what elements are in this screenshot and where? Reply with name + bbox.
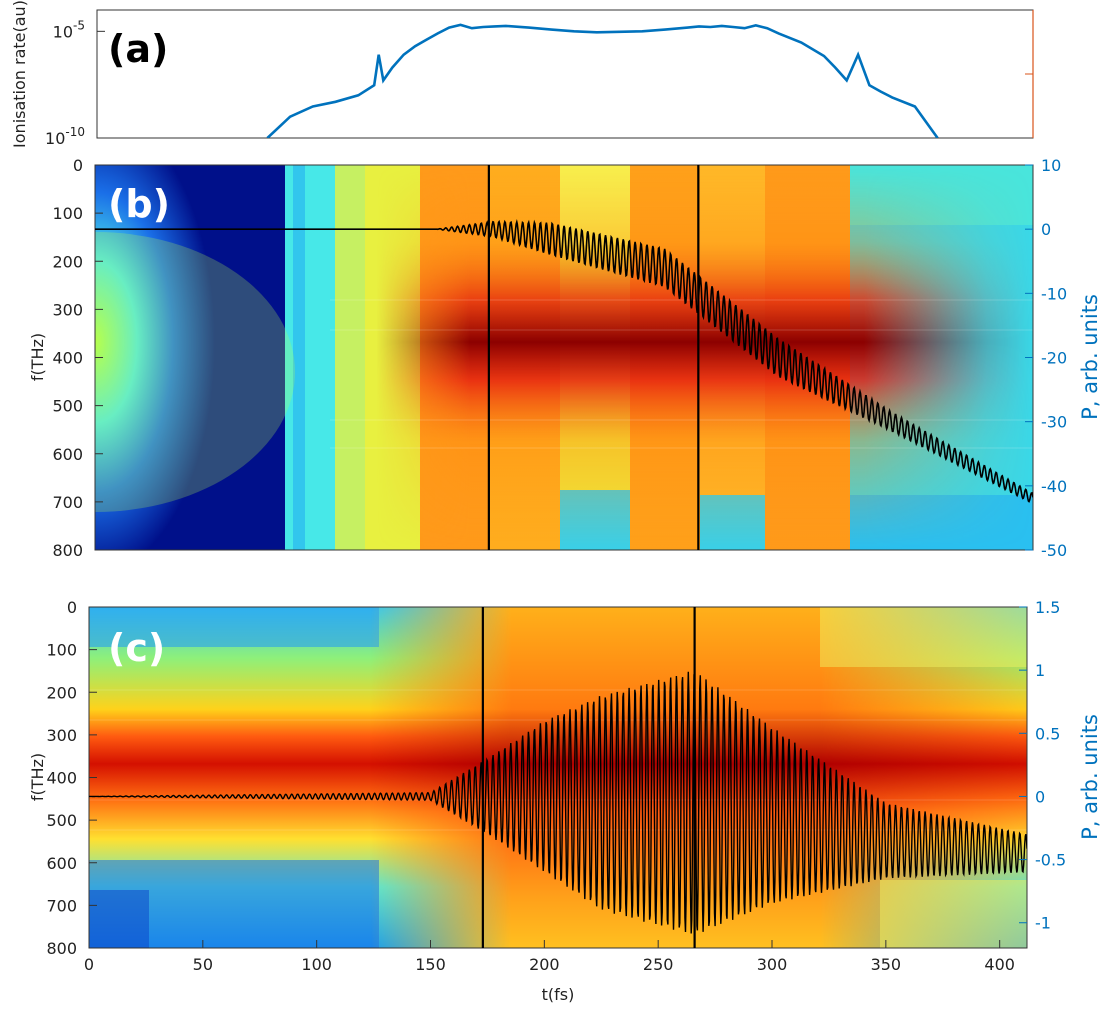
panel-b-left-tick-label: 400 xyxy=(52,349,83,368)
panel-c-xlabel: t(fs) xyxy=(542,985,575,1004)
panel-c-x-ticks: 0 50 100 150 200 250 300 350 400 xyxy=(84,940,1015,974)
panel-c-left-tick-label: 600 xyxy=(46,854,77,873)
panel-b-polarisation-line xyxy=(95,219,1033,503)
panel-b-left-tick-label: 700 xyxy=(52,493,83,512)
panel-b-left-tick-label: 300 xyxy=(52,300,83,319)
panel-b-ylabel: f(THz) xyxy=(28,333,47,381)
panel-b-right-tick-label: -30 xyxy=(1041,413,1067,432)
panel-c-right-tick-label: -0.5 xyxy=(1035,851,1066,870)
panel-c-xtick-label: 100 xyxy=(301,955,332,974)
panel-b-left-tick-label: 600 xyxy=(52,445,83,464)
panel-b-right-tick-label: 10 xyxy=(1041,156,1061,175)
panel-a-ytick-label: 10-10 xyxy=(45,125,85,148)
panel-b-right-tick-label: -40 xyxy=(1041,477,1067,496)
panel-c-left-tick-label: 0 xyxy=(67,598,77,617)
panel-a-ylabel: Ionisation rate(au) xyxy=(10,0,29,148)
panel-b-right-tick-label: -10 xyxy=(1041,284,1067,303)
panel-c-xtick-label: 400 xyxy=(984,955,1015,974)
panel-b-right-tick-label: 0 xyxy=(1041,220,1051,239)
panel-c-left-tick-label: 300 xyxy=(46,726,77,745)
panel-c-xtick-label: 0 xyxy=(84,955,94,974)
panel-c-left-tick-label: 700 xyxy=(46,896,77,915)
panel-b-right-tick-label: -20 xyxy=(1041,349,1067,368)
panel-b-left-tick-label: 800 xyxy=(52,541,83,560)
panel-c-label: (c) xyxy=(108,626,165,670)
panel-c-xtick-label: 150 xyxy=(415,955,446,974)
panel-c-left-ticks: 0 100 200 300 400 500 600 700 800 xyxy=(46,598,97,958)
panel-b-left-tick-label: 0 xyxy=(73,156,83,175)
panel-c-right-ticks: 1.5 1 0.5 0 -0.5 -1 xyxy=(1019,598,1066,933)
panel-a-ytick-label: 10-5 xyxy=(53,18,85,41)
panel-c-heatmap xyxy=(89,607,1027,948)
panel-c-xtick-label: 250 xyxy=(643,955,674,974)
panel-c-left-tick-label: 400 xyxy=(46,769,77,788)
panel-c-xtick-label: 300 xyxy=(757,955,788,974)
panel-b-left-tick-label: 500 xyxy=(52,397,83,416)
panel-c-ylabel: f(THz) xyxy=(28,753,47,801)
panel-c-right-tick-label: 0 xyxy=(1035,787,1045,806)
panel-c-left-tick-label: 500 xyxy=(46,811,77,830)
panel-b-right-ticks: 10 0 -10 -20 -30 -40 -50 xyxy=(1025,156,1067,560)
panel-c-vertical-markers xyxy=(481,607,696,948)
panel-c-left-tick-label: 800 xyxy=(46,939,77,958)
panel-a-label: (a) xyxy=(108,27,168,71)
panel-c-left-tick-label: 100 xyxy=(46,641,77,660)
panel-c-left-tick-label: 200 xyxy=(46,683,77,702)
panel-b-left-tick-label: 100 xyxy=(52,204,83,223)
panel-a-ionisation-line xyxy=(266,23,939,138)
panel-a-y-ticks: 10-10 10-5 xyxy=(45,18,105,148)
panel-a-axes-box xyxy=(96,9,1034,139)
panel-b-left-tick-label: 200 xyxy=(52,252,83,271)
panel-b-ylabel-right: P, arb. units xyxy=(1078,294,1102,420)
panel-c-right-tick-label: 1 xyxy=(1035,661,1045,680)
panel-c-xtick-label: 200 xyxy=(529,955,560,974)
panel-c-polarisation-line xyxy=(89,671,1027,934)
panel-a: 10-10 10-5 (a) Ionisation rate(au) xyxy=(10,0,1034,148)
panel-c-xtick-label: 50 xyxy=(193,955,213,974)
panel-b-right-tick-label: -50 xyxy=(1041,541,1067,560)
panel-c-right-tick-label: 0.5 xyxy=(1035,724,1060,743)
panel-c-ylabel-right: P, arb. units xyxy=(1078,714,1102,840)
panel-c-xtick-label: 350 xyxy=(871,955,902,974)
panel-c-right-tick-label: -1 xyxy=(1035,914,1051,933)
panel-b-label: (b) xyxy=(108,182,170,226)
panel-b-left-ticks: 0 100 200 300 400 500 600 700 800 xyxy=(52,156,103,560)
panel-c-right-tick-label: 1.5 xyxy=(1035,598,1060,617)
